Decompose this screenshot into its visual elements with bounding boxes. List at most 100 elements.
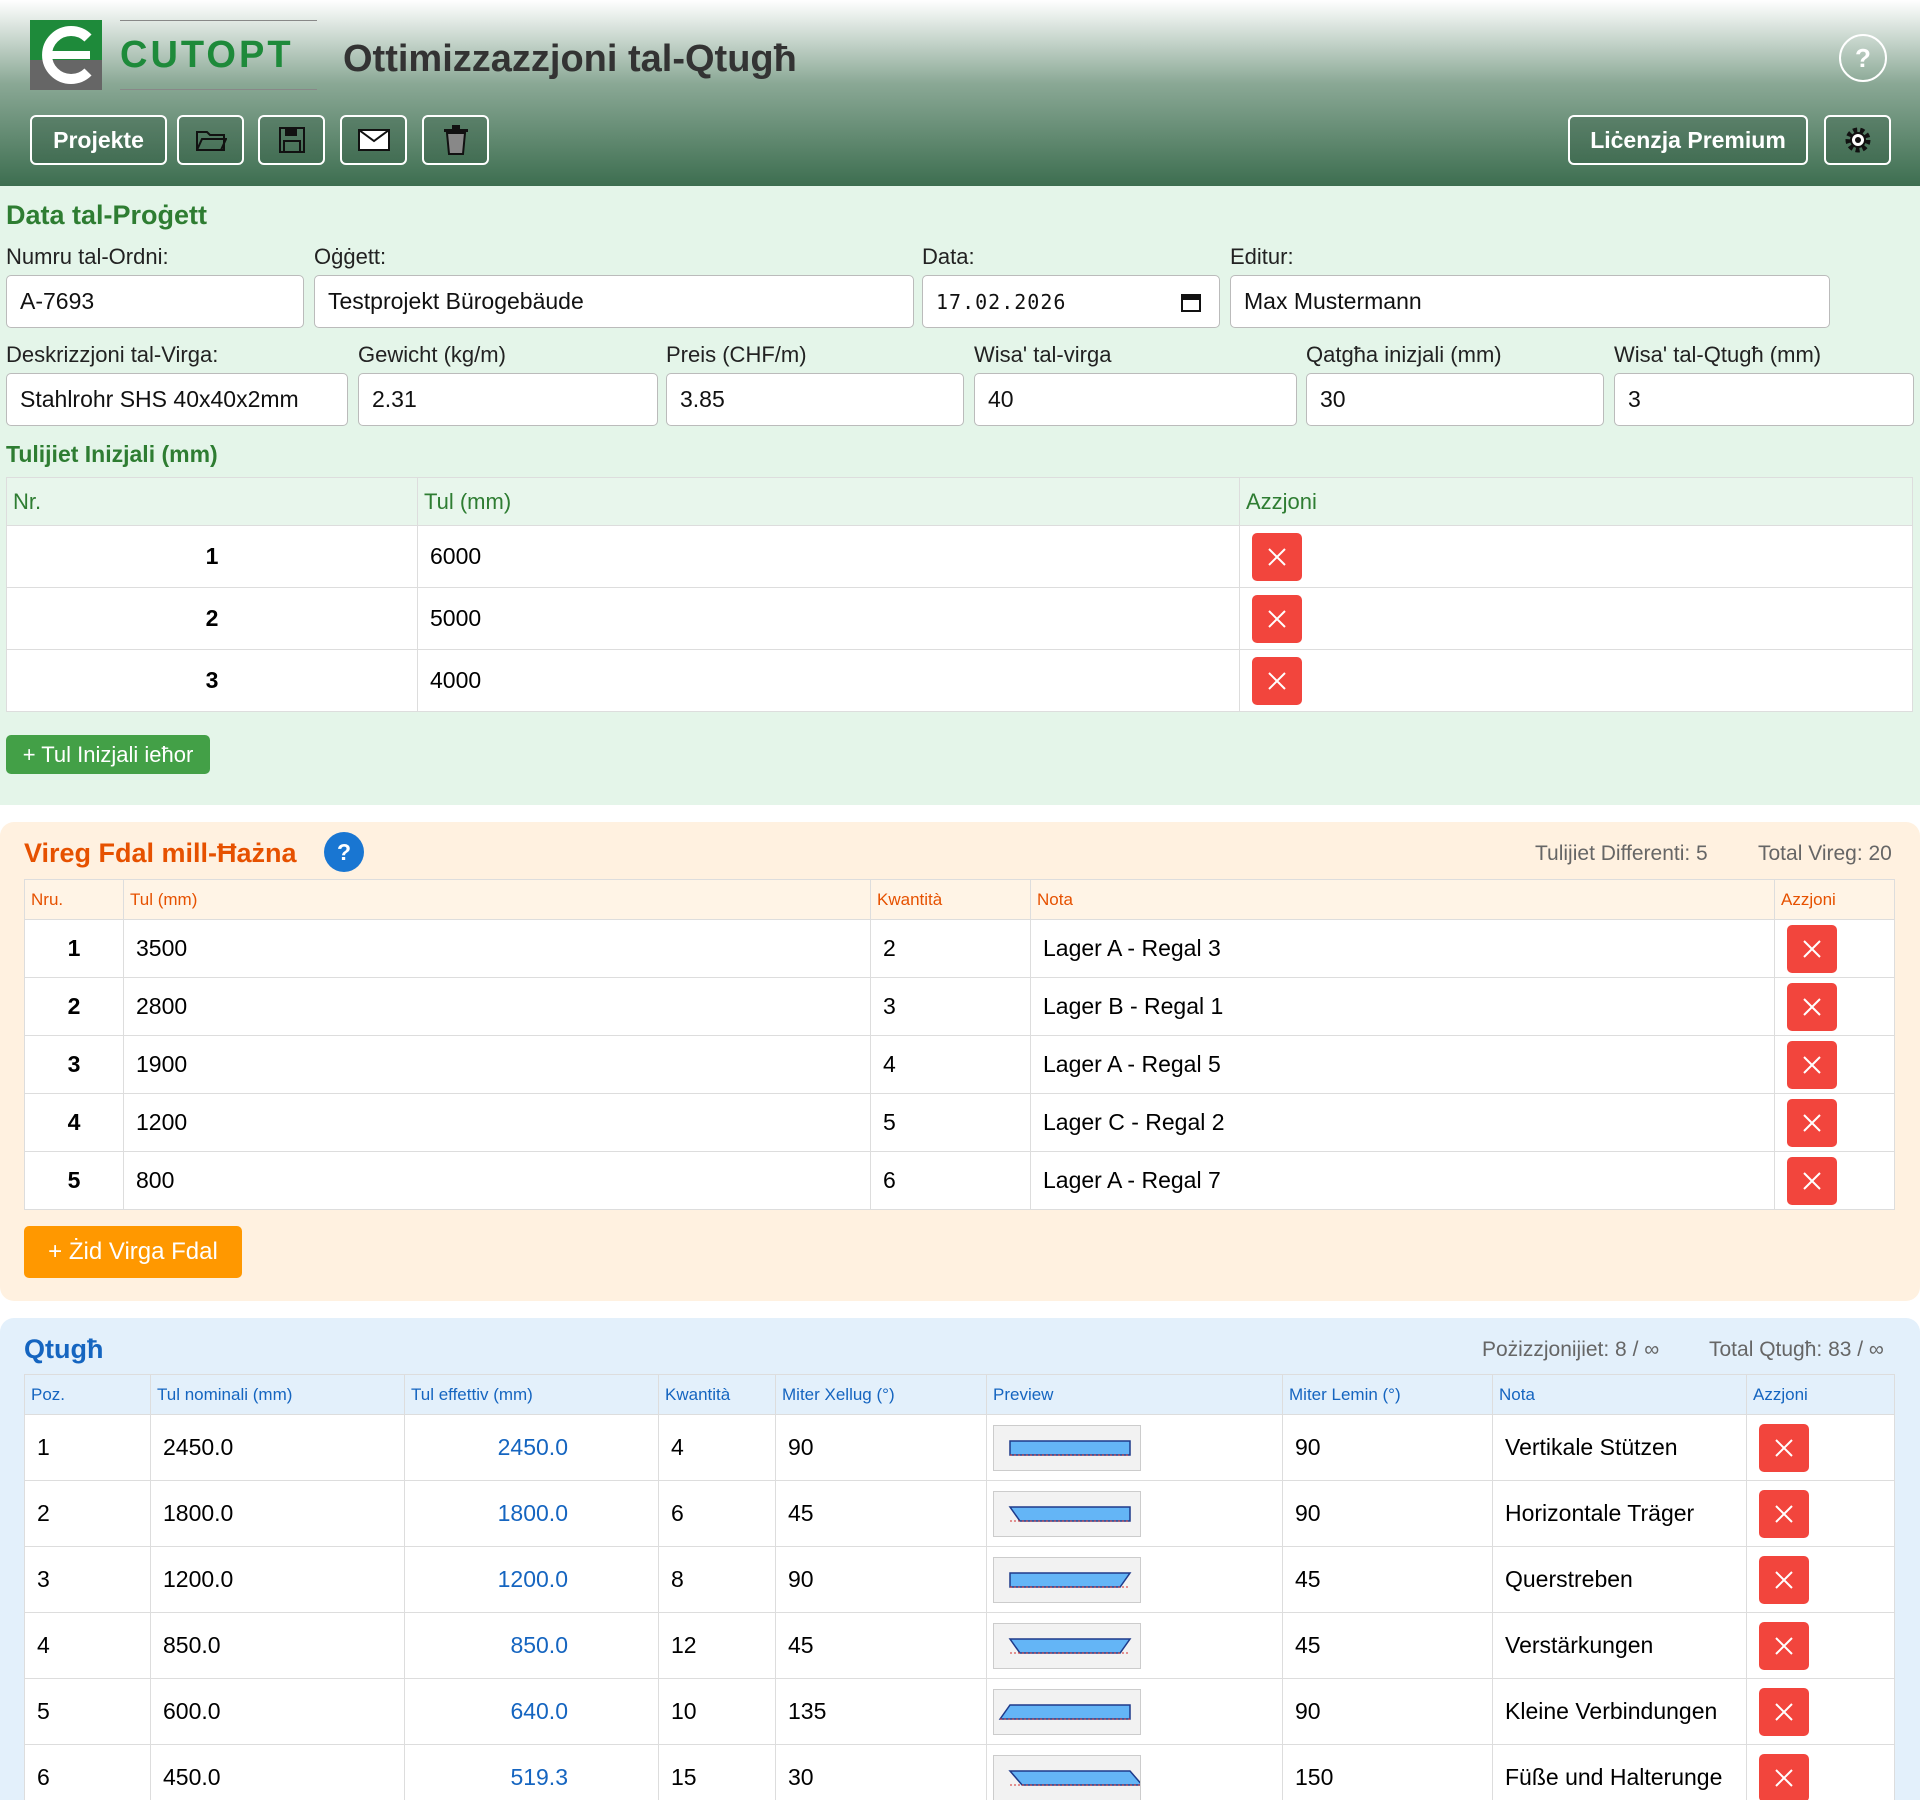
- mail-icon: [357, 129, 390, 151]
- projects-button[interactable]: Projekte: [30, 115, 167, 165]
- input-value: Testprojekt Bürogebäude: [328, 288, 584, 314]
- bar-preview: [1009, 1439, 1131, 1456]
- table-cell: [1774, 919, 1895, 978]
- length: 4000: [430, 667, 482, 693]
- table-cell: 5: [24, 1678, 151, 1745]
- add-remnant-button[interactable]: + Żid Virga Fdal: [24, 1226, 242, 1278]
- table-cell: 1: [24, 1414, 151, 1481]
- settings-button[interactable]: [1824, 115, 1891, 165]
- table-cell: 600.0: [150, 1678, 405, 1745]
- text-input[interactable]: 3: [1614, 373, 1914, 426]
- gear-icon: [1845, 127, 1870, 153]
- header-row: Poz. Tul nominali (mm) Tul effettiv (mm) Kw…: [24, 1374, 1895, 1415]
- table-cell: [1239, 587, 1913, 650]
- text-input[interactable]: Testprojekt Bürogebäude: [314, 275, 914, 328]
- text-input[interactable]: A-7693: [6, 275, 304, 328]
- table-cell: 519.3: [404, 1744, 659, 1800]
- cell-text: 2450.0: [497, 1434, 568, 1460]
- mail-button[interactable]: [340, 115, 407, 165]
- field-label: Wisa' tal-virga: [974, 342, 1112, 367]
- remove-button[interactable]: [1759, 1423, 1809, 1472]
- table-cell: 150: [1282, 1744, 1493, 1800]
- cell-text: 6: [671, 1500, 684, 1526]
- table-cell: 45: [775, 1612, 987, 1679]
- remove-button[interactable]: [1759, 1621, 1809, 1670]
- save-button[interactable]: [258, 115, 325, 165]
- cell-text: 1200.0: [497, 1566, 568, 1592]
- cell-text: 10: [671, 1698, 697, 1724]
- help-button[interactable]: ?: [1839, 34, 1887, 82]
- license-button[interactable]: Liċenzja Premium: [1568, 115, 1808, 165]
- help-button[interactable]: ?: [324, 832, 364, 872]
- table-cell: 5: [870, 1093, 1031, 1152]
- table-cell: 2: [24, 977, 124, 1036]
- x-icon: [1775, 1768, 1793, 1787]
- input-value: A-7693: [20, 288, 95, 314]
- add-stock-button[interactable]: + Tul Inizjali ieħor: [6, 735, 210, 774]
- column-header: Miter Lemin (°): [1282, 1374, 1493, 1415]
- remove-button[interactable]: [1759, 1753, 1809, 1800]
- field-label: Qatgħa inizjali (mm): [1306, 342, 1502, 367]
- text-input[interactable]: 30: [1306, 373, 1604, 426]
- delete-button[interactable]: [422, 115, 489, 165]
- column-header: Nota: [1030, 879, 1775, 920]
- text-input[interactable]: Stahlrohr SHS 40x40x2mm: [6, 373, 348, 426]
- remove-button[interactable]: [1252, 656, 1302, 705]
- remove-button[interactable]: [1759, 1489, 1809, 1538]
- x-icon: [1775, 1438, 1793, 1457]
- text-input[interactable]: 2.31: [358, 373, 658, 426]
- table-cell: 5000: [417, 587, 1240, 650]
- table-row: 2 2800 3 Lager B - Regal 1: [24, 977, 1895, 1036]
- table-cell: [986, 1546, 1283, 1613]
- cell-text: 850.0: [163, 1632, 221, 1658]
- app-title: Ottimizzazzjoni tal-Qtugħ: [343, 38, 797, 80]
- cell-text: Lager A - Regal 7: [1043, 1167, 1221, 1193]
- remove-button[interactable]: [1787, 924, 1837, 973]
- table-cell: 850.0: [404, 1612, 659, 1679]
- data-table: Nru. Tul (mm) Kwantità Nota Azzjoni 1 3500 2 Lag…: [24, 879, 1895, 1210]
- x-icon: [1803, 939, 1821, 958]
- column-header: Poz.: [24, 1374, 151, 1415]
- text-input[interactable]: 3.85: [666, 373, 964, 426]
- column-header: Preview: [986, 1374, 1283, 1415]
- table-row: 1 2450.0 2450.0 4 90 90 Vertikale Stützen: [24, 1414, 1895, 1481]
- table-row: 5 800 6 Lager A - Regal 7: [24, 1151, 1895, 1210]
- text-input[interactable]: 17.02.2026: [922, 275, 1220, 328]
- cell-text: 1: [67, 935, 81, 961]
- text-input[interactable]: 40: [974, 373, 1297, 426]
- table-cell: 3: [24, 1035, 124, 1094]
- remove-button[interactable]: [1759, 1555, 1809, 1604]
- bar-preview: [998, 1703, 1131, 1720]
- table-cell: 1: [6, 525, 418, 588]
- row-number: 3: [205, 667, 219, 693]
- section-title: Vireg Fdal mill-Ħażna: [24, 838, 297, 868]
- input-value: 3: [1628, 386, 1641, 412]
- table-row: 6 450.0 519.3 15 30 150 Füße und Halterunge: [24, 1744, 1895, 1800]
- table-row: 3 1200.0 1200.0 8 90 45 Querstreben: [24, 1546, 1895, 1613]
- table-cell: 4: [870, 1035, 1031, 1094]
- x-icon: [1775, 1504, 1793, 1523]
- open-button[interactable]: [177, 115, 244, 165]
- remove-button[interactable]: [1787, 1098, 1837, 1147]
- table-row: 5 600.0 640.0 10 135 90 Kleine Verbindungen: [24, 1678, 1895, 1745]
- remove-button[interactable]: [1252, 532, 1302, 581]
- remove-button[interactable]: [1787, 1040, 1837, 1089]
- x-icon: [1268, 671, 1286, 690]
- cell-text: 30: [788, 1764, 814, 1790]
- length: 5000: [430, 605, 482, 631]
- table-cell: Vertikale Stützen: [1492, 1414, 1747, 1481]
- remove-button[interactable]: [1787, 1156, 1837, 1205]
- remove-button[interactable]: [1787, 982, 1837, 1031]
- cell-text: 3: [67, 1051, 81, 1077]
- cell-text: 1: [37, 1434, 50, 1460]
- table-cell: Horizontale Träger: [1492, 1480, 1747, 1547]
- x-icon: [1268, 609, 1286, 628]
- remove-button[interactable]: [1759, 1687, 1809, 1736]
- table-cell: Verstärkungen: [1492, 1612, 1747, 1679]
- table-cell: [1746, 1744, 1895, 1800]
- table-cell: [1746, 1612, 1895, 1679]
- cell-text: 4: [37, 1632, 50, 1658]
- text-input[interactable]: Max Mustermann: [1230, 275, 1830, 328]
- column-header: Nr.: [6, 477, 418, 526]
- remove-button[interactable]: [1252, 594, 1302, 643]
